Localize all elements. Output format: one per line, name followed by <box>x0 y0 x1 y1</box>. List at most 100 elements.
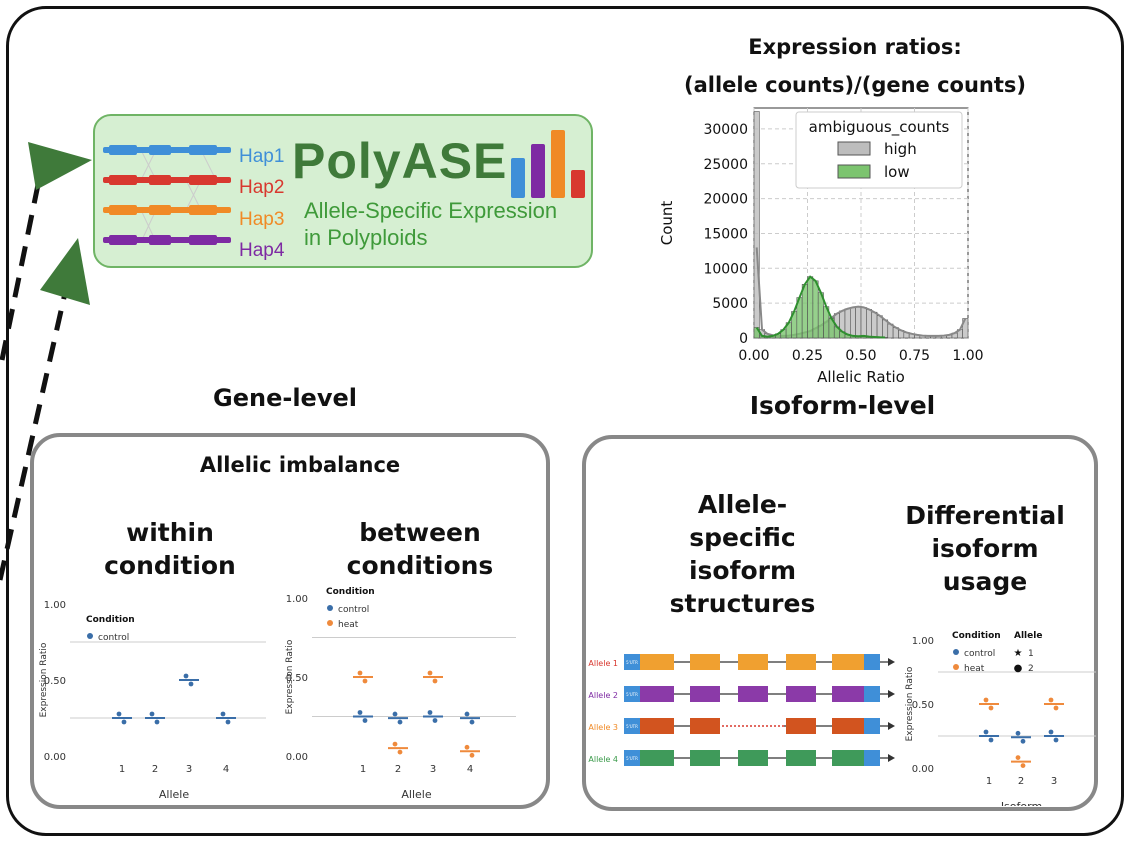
exon-block <box>690 686 720 702</box>
logo-bars <box>511 130 585 198</box>
polyase-title: PolyASE <box>292 133 508 189</box>
legend-label-low: low <box>884 163 910 181</box>
exon-block <box>786 718 816 734</box>
exon-block <box>832 718 866 734</box>
exon-block <box>786 750 816 766</box>
hap4-label: Hap4 <box>239 240 285 261</box>
hap-block <box>189 205 217 215</box>
data-point-control <box>183 673 189 679</box>
legend-label-high: high <box>884 140 917 158</box>
y-tick-label: 0.00 <box>286 752 308 763</box>
utr-block <box>624 750 640 766</box>
y-tick-label: 20000 <box>703 192 748 208</box>
x-tick-label: 1 <box>119 764 125 775</box>
utr-label: 5'UTR <box>626 724 638 729</box>
y-tick-label: 10000 <box>703 261 748 277</box>
x-tick-label: 3 <box>1051 776 1057 787</box>
data-point-control <box>362 718 368 723</box>
exon-block <box>690 718 720 734</box>
histogram-bar-high <box>871 311 878 339</box>
data-point-heat <box>362 678 368 684</box>
hap-block <box>149 175 171 185</box>
hap-block <box>149 235 171 245</box>
hap-block <box>109 235 137 245</box>
expression-ratios-title: Expression ratios: (allele counts)/(gene… <box>650 28 1060 104</box>
legend-swatch-low <box>837 164 871 179</box>
histogram-bar-low <box>807 276 814 339</box>
data-point-control <box>1015 730 1021 736</box>
histogram-bar-high <box>876 315 883 339</box>
y-tick-label: 0.00 <box>44 752 66 763</box>
y-axis-label: Count <box>658 201 676 246</box>
x-tick-label: 2 <box>395 764 401 775</box>
data-point-control <box>1020 738 1026 744</box>
legend-dot-control <box>327 605 333 611</box>
data-point-control <box>983 729 989 735</box>
histogram-bar-high <box>866 309 873 339</box>
legend-title: ambiguous_counts <box>809 118 950 137</box>
hap-block <box>149 145 171 155</box>
within-condition-heading: within condition <box>90 516 250 582</box>
y-tick-label: 5000 <box>712 296 748 312</box>
between-conditions-heading: between conditions <box>330 516 510 582</box>
legend-swatch-high <box>837 141 871 156</box>
expr-title-line-1: Expression ratios: <box>748 35 962 59</box>
data-point-control <box>469 719 475 725</box>
hap-block <box>109 205 137 215</box>
data-point-heat <box>432 678 438 684</box>
histogram-bar-high <box>850 307 856 339</box>
legend-allele-label: 1 <box>1028 649 1034 659</box>
exon-block <box>690 654 720 670</box>
x-tick-label: 1 <box>360 764 366 775</box>
x-axis-label: Allele <box>401 788 431 801</box>
allele-label: Allele 3 <box>588 723 618 732</box>
legend-dot-heat <box>327 620 333 626</box>
histogram-bar-high <box>753 111 760 339</box>
y-tick-label: 0.50 <box>286 673 308 684</box>
exon-block <box>640 654 674 670</box>
data-point-control <box>220 711 226 717</box>
data-point-heat <box>1053 705 1059 711</box>
data-point-control <box>397 719 403 725</box>
exon-block <box>640 718 674 734</box>
legend-title-allele: Allele <box>1014 631 1042 641</box>
x-tick-label: 0.25 <box>792 348 823 364</box>
allelic-ratio-histogram: 0 5000 10000 15000 20000 25000 30000 0.00 0.25 0.… <box>658 107 984 386</box>
y-tick-label: 0.00 <box>912 764 934 775</box>
exon-block <box>832 686 866 702</box>
subtitle-line-2: in Polyploids <box>304 225 428 250</box>
x-tick-label: 0.00 <box>738 348 769 364</box>
diu-plot: 0.00 0.50 1.00 1 2 3 Isoform Expression Ratio Co… <box>905 631 1096 806</box>
exon-block <box>832 654 866 670</box>
exon-block <box>738 686 768 702</box>
data-point-heat <box>397 749 403 755</box>
x-tick-label: 0.75 <box>899 348 930 364</box>
utr-block <box>624 718 640 734</box>
y-axis-label: Expression Ratio <box>39 642 49 717</box>
x-tick-label: 3 <box>186 764 192 775</box>
histogram-bar-low <box>801 284 808 339</box>
data-point-heat <box>392 741 398 747</box>
diu-line-3: usage <box>942 567 1028 596</box>
exon-block <box>786 654 816 670</box>
data-point-heat <box>427 670 433 676</box>
data-point-heat <box>464 744 470 750</box>
y-tick-label: 25000 <box>703 157 748 173</box>
x-axis-label: Allele <box>159 788 189 801</box>
y-tick-label: 1.00 <box>912 636 934 647</box>
x-tick-label: 3 <box>430 764 436 775</box>
flow-arrows <box>0 142 92 581</box>
legend-allele-label: 2 <box>1028 664 1034 674</box>
gene-level-heading: Gene-level <box>213 384 357 412</box>
legend-label-heat: heat <box>964 664 985 674</box>
legend-title: Condition <box>326 587 375 597</box>
strand-arrow <box>888 722 895 730</box>
within-line-1: within <box>126 518 214 547</box>
histogram-bar-low <box>812 280 819 339</box>
x-tick-label: 2 <box>152 764 158 775</box>
y-tick-label: 1.00 <box>286 594 308 605</box>
legend-dot-heat <box>953 664 959 670</box>
utr-block-3 <box>864 718 880 734</box>
expr-title-line-2: (allele counts)/(gene counts) <box>683 73 1027 97</box>
data-point-heat <box>1048 697 1054 703</box>
